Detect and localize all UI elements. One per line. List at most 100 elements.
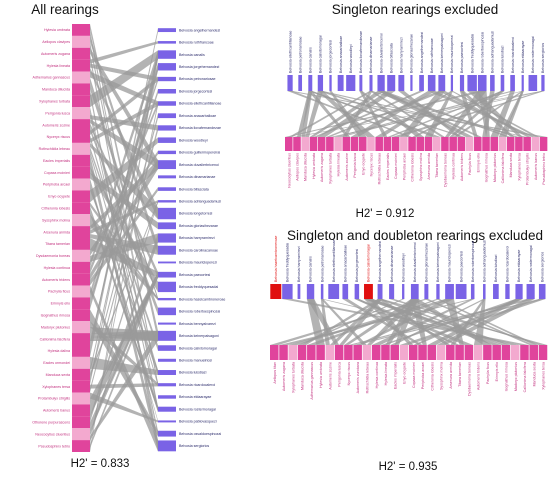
link [270,299,429,345]
host-label: Madoryx plutonius [493,153,497,182]
parasitoid-box [528,75,538,91]
parasitoid-box [158,261,176,264]
link [90,271,158,417]
host-label: Adhemarius gannascus [32,76,70,80]
parasitoid-box [477,75,487,91]
parasitoid-box [410,75,413,91]
parasitoid-label: Belvosia eldaarayae [521,41,525,73]
parasitoid-label: Belvosia jorgehernandezi [179,65,220,69]
host-block [474,137,482,151]
host-block [427,345,437,360]
parasitoid-box [354,284,360,299]
parasitoid-label: Belvosia eliethcantillanoae [288,31,292,73]
host-label: Erinnyis ello [495,362,499,381]
link [90,142,158,220]
parasitoid-label: Belvosia dinamarianae [390,246,394,282]
host-label: Manduca sexta [509,153,513,177]
host-label: Othorene purpurascens [32,420,70,424]
parasitoid-label: Belvosia jorgecortesi [179,89,212,93]
host-label: Hylesia dalina [48,349,70,353]
host-label: Automeris banus [43,409,70,413]
host-block [72,71,90,84]
host-label: Xylophanes turbata [291,362,295,393]
host-block [383,137,392,151]
link [301,91,313,137]
host-label: Citheronia lobesis [430,362,434,391]
link [317,91,375,137]
host-block [399,345,409,360]
link [490,91,515,137]
link [90,187,158,286]
parasitoid-box [158,113,176,119]
host-block [531,137,540,151]
host-block [353,345,362,360]
host-block [72,24,90,36]
host-block [441,137,449,151]
link [306,299,325,345]
parasitoid-label: Belvosia duvalierbricenoi [413,242,417,282]
link [377,91,474,137]
parasitoid-label: Belvosia ruthfrancoae [179,41,214,45]
parasitoid-label: Belvosia eliethcantillanoae [332,240,336,282]
parasitoid-box [158,63,176,71]
parasitoid-box [342,284,349,299]
host-block [358,137,367,151]
link [90,271,158,433]
host-block [482,137,490,151]
parasitoid-label: Belvosia pablovasquezi [179,420,217,424]
link [90,101,158,445]
parasitoid-box [158,137,176,143]
parasitoid-label: Belvosia hazelcambroneroae [274,236,278,282]
parasitoid-label: Belvosia adrianguadamuzi [491,31,495,73]
parasitoid-label: Belvosia canalis [179,53,205,57]
host-block [72,321,90,334]
link [287,91,548,137]
link [377,299,511,345]
link [90,392,158,423]
parasitoid-label: Belvosia luisdiazi [179,371,207,375]
host-label: Eacles imperialis [386,153,390,180]
host-label: Periphoba arcaei [43,183,70,187]
host-block [72,249,90,262]
host-label: Hylesia lineata [384,362,388,385]
parasitoid-box [389,284,395,299]
host-label: Nyceryx riscus [347,362,351,386]
host-block [334,137,342,151]
parasitoid-label: Belvosia petronariosae [320,245,324,282]
link [90,356,158,375]
parasitoid-box [526,284,535,299]
parasitoid-box [419,75,424,91]
parasitoid-box [158,233,176,243]
host-label: Hylesia lineata [337,153,341,176]
link [90,63,158,82]
parasitoid-box [541,75,545,91]
parasitoid-box [427,75,436,91]
parasitoid-label: Belvosia gloriasihezarae [425,243,429,282]
host-label: Aellopos clavipes [42,40,70,44]
host-block [465,137,474,151]
links [90,24,158,453]
host-label: Automeris zozine [328,362,332,390]
host-label: Syssphinx molina [440,362,444,390]
parasitoid-label: Belvosia dinamarianae [369,37,373,73]
host-block [326,137,334,151]
link [364,299,506,345]
host-label: Protambulyx strigilis [38,397,70,401]
link [342,91,373,137]
parasitoid-label: Belvosia mauricioperezi [179,261,217,265]
host-block [334,345,344,360]
host-label: Manduca sexta [532,362,536,386]
host-label: Manduca dilucida [42,88,70,92]
host-block [72,178,90,191]
host-label: Eacles ormondei [43,361,70,365]
parasitoid-label: Belvosia eldaarayae [517,250,521,282]
host-block [72,131,90,143]
host-block [362,345,372,360]
parasitoid-label: Belvosia manuelriosi [179,358,212,362]
host-block [72,285,90,298]
parasitoid-box [493,284,499,299]
parasitoid-box [377,75,385,91]
panel-title: All rearings [31,2,99,17]
